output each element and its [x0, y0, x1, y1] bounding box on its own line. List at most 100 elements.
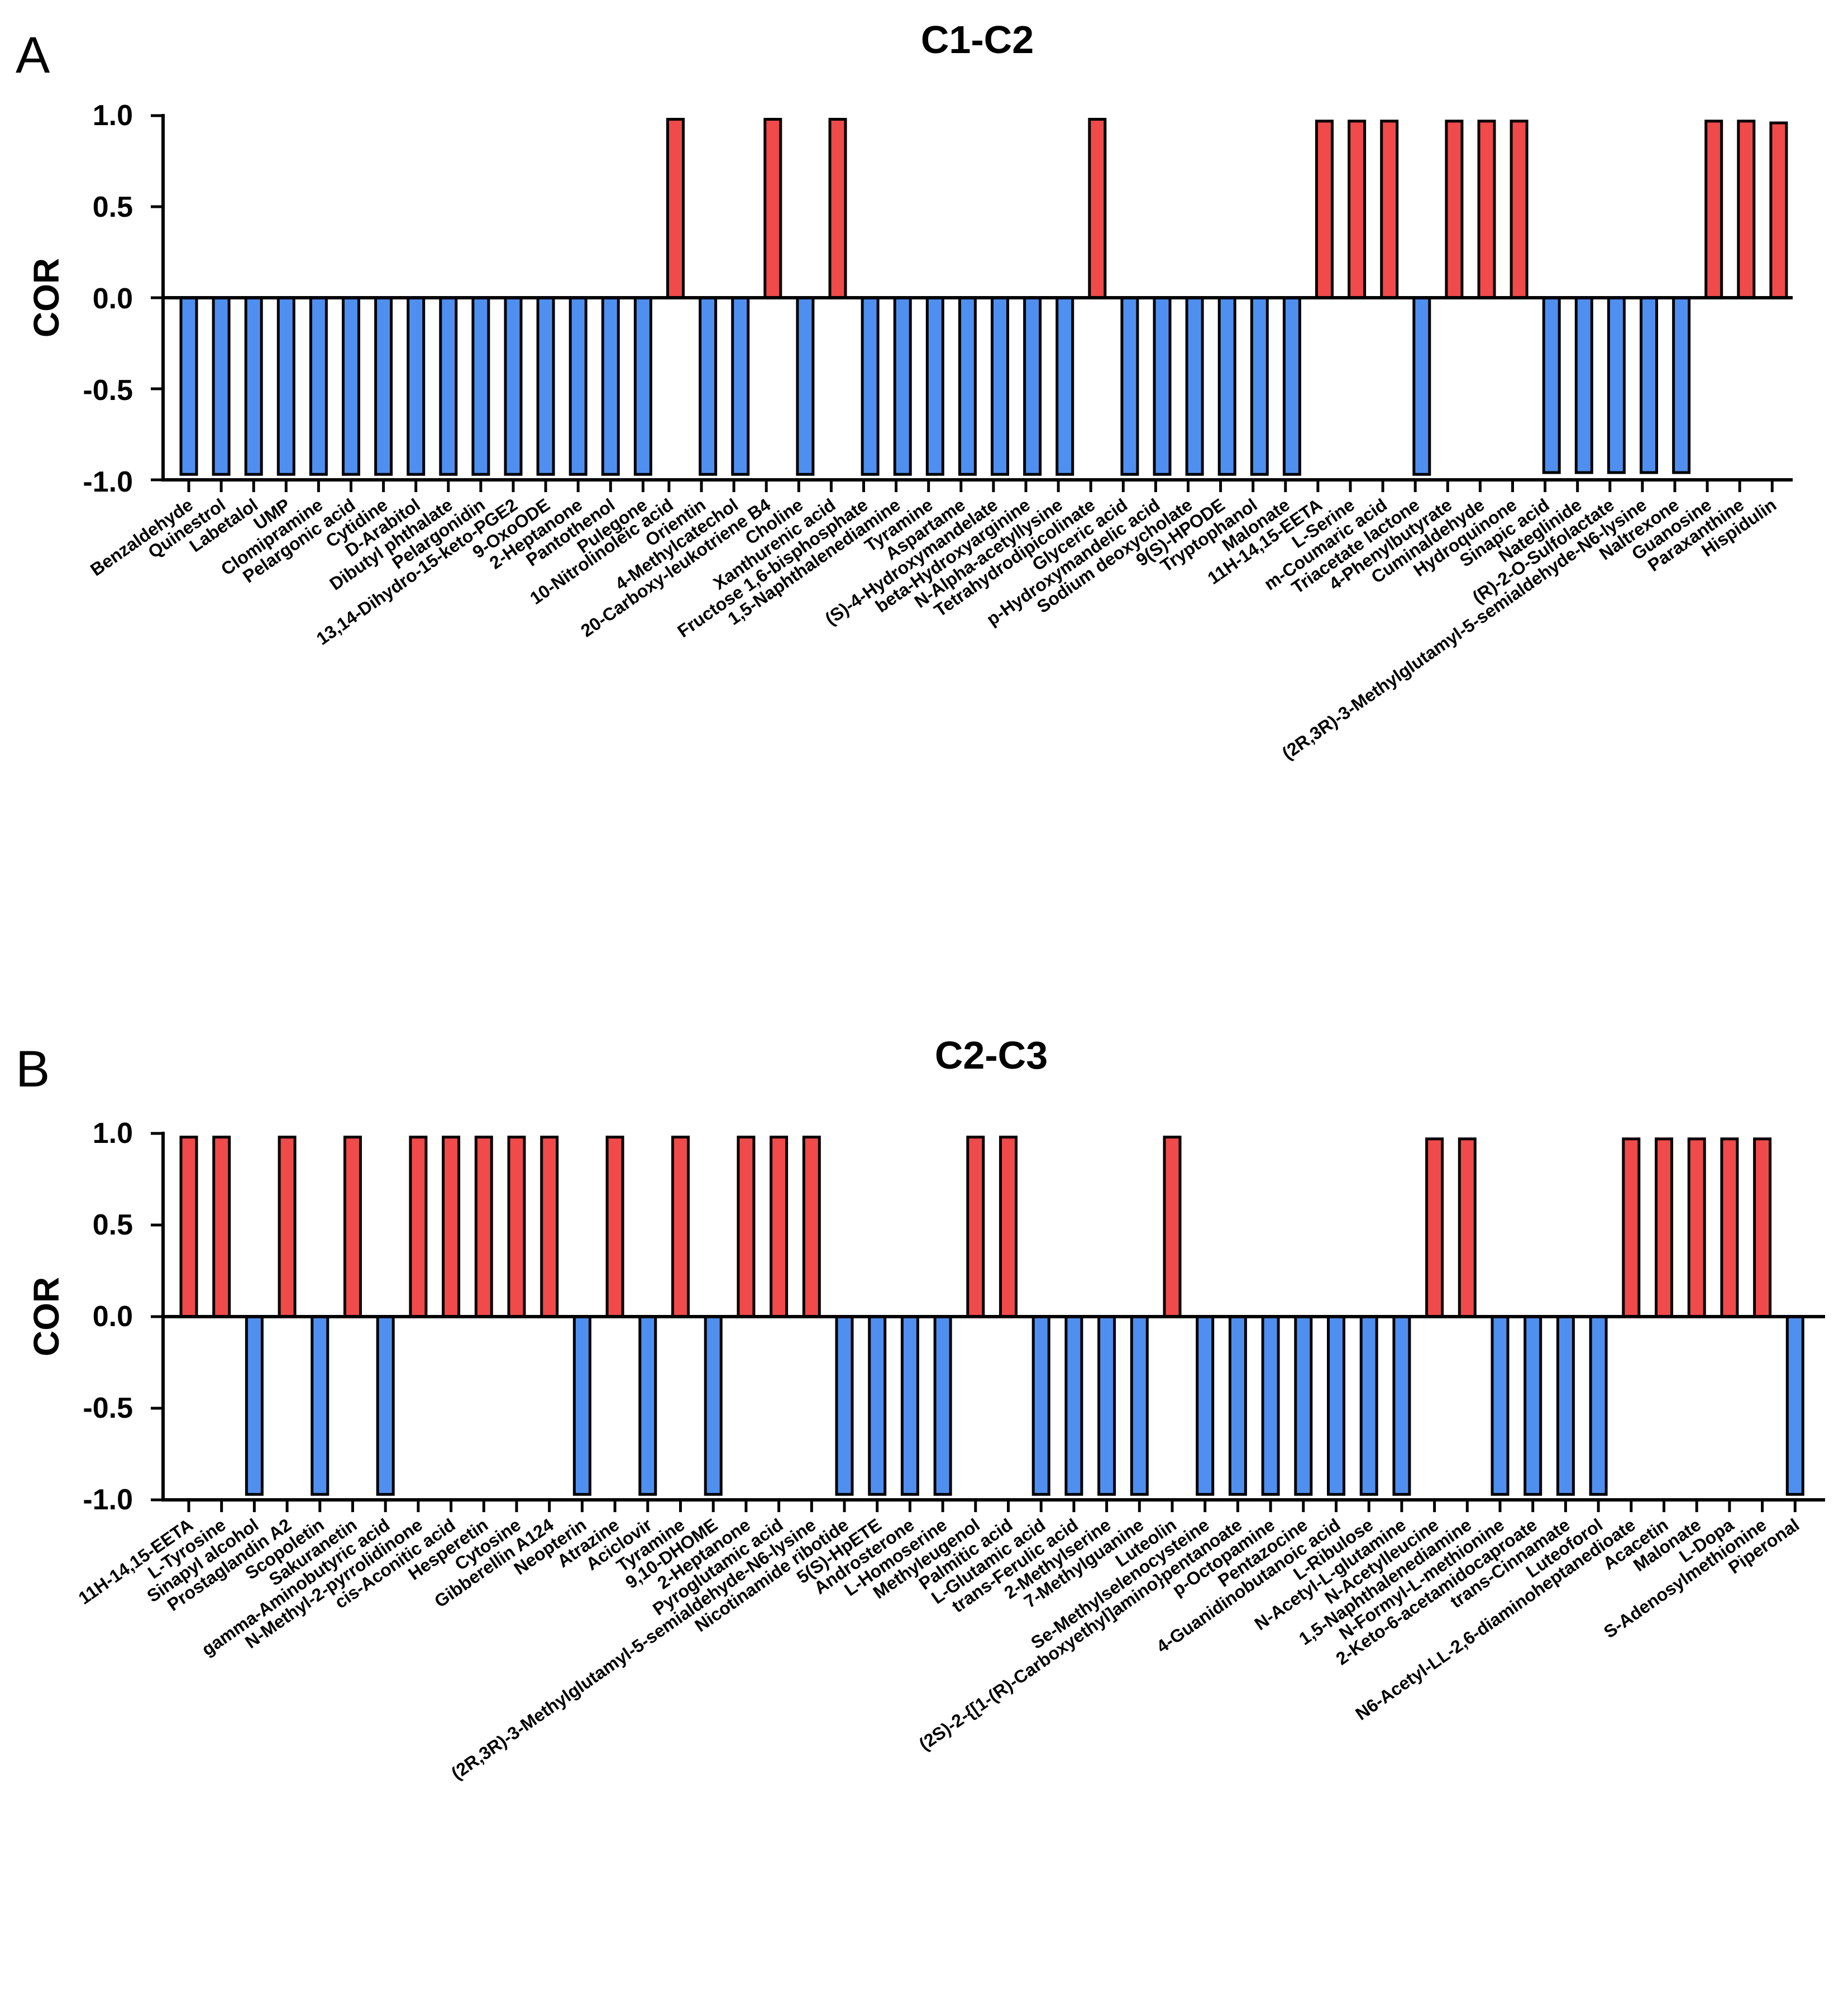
bar-negative	[471, 296, 490, 476]
axes-a	[151, 114, 1793, 482]
bar-positive	[278, 1136, 297, 1318]
bar-positive	[666, 118, 685, 299]
bar-negative	[536, 296, 555, 476]
bar-negative	[1023, 296, 1042, 476]
panel-b: B C2-C3 COR 1.0 0.5 0.0 -0.5 -1.0 11H-14…	[16, 1033, 1825, 1784]
bar-positive	[1163, 1136, 1182, 1318]
bar-positive	[1458, 1137, 1477, 1318]
bar-positive	[1380, 120, 1399, 299]
bar-positive	[737, 1136, 756, 1318]
bar-negative	[1491, 1315, 1510, 1496]
y-tick-label: 1.0	[93, 1117, 133, 1150]
y-axis-label-b: COR	[26, 1277, 66, 1356]
bar-negative	[868, 1315, 887, 1496]
bar-negative	[376, 1315, 395, 1496]
bar-negative	[601, 296, 620, 476]
bar-negative	[1055, 296, 1074, 476]
bar-positive	[770, 1136, 789, 1318]
y-tick-label: 0.0	[93, 1300, 133, 1333]
bar-positive	[1510, 120, 1529, 299]
bar-negative	[1672, 296, 1691, 474]
bar-negative	[958, 296, 977, 476]
bar-positive	[1687, 1137, 1706, 1318]
bar-negative	[1261, 1315, 1280, 1496]
bar-negative	[245, 1315, 264, 1496]
bar-negative	[1031, 1315, 1050, 1496]
bar-negative	[1282, 296, 1301, 476]
bar-negative	[1359, 1315, 1378, 1496]
bar-positive	[507, 1136, 526, 1318]
bar-negative	[212, 296, 231, 476]
bar-positive	[999, 1136, 1018, 1318]
bar-negative	[1574, 296, 1593, 474]
bar-negative	[1556, 1315, 1575, 1496]
bar-negative	[1228, 1315, 1247, 1496]
y-ticks-a: 1.0 0.5 0.0 -0.5 -1.0	[83, 99, 133, 498]
bar-negative	[1097, 1315, 1116, 1496]
bar-negative	[1523, 1315, 1542, 1496]
bar-negative	[1185, 296, 1204, 476]
bar-positive	[442, 1136, 461, 1318]
bar-negative	[1196, 1315, 1215, 1496]
bar-positive	[671, 1136, 690, 1318]
bar-negative	[1542, 296, 1561, 474]
bar-positive	[1088, 118, 1107, 299]
y-tick-label: 0.5	[93, 1209, 133, 1241]
y-axis-label-a: COR	[26, 258, 66, 337]
bar-negative	[1640, 296, 1658, 474]
bar-negative	[704, 1315, 723, 1496]
bar-negative	[1327, 1315, 1345, 1496]
bars-b	[179, 1136, 1804, 1496]
bar-negative	[439, 296, 458, 476]
bar-negative	[179, 296, 198, 476]
bar-negative	[1217, 296, 1236, 476]
panel-letter-b: B	[16, 1041, 50, 1098]
bar-negative	[933, 1315, 952, 1496]
bar-positive	[212, 1136, 231, 1318]
bar-negative	[699, 296, 718, 476]
bar-negative	[309, 296, 328, 476]
bar-negative	[504, 296, 523, 476]
bar-negative	[633, 296, 652, 476]
bar-positive	[1477, 120, 1496, 299]
y-tick-label: 0.0	[93, 283, 133, 315]
chart-title-c2-c3: C2-C3	[935, 1033, 1048, 1077]
bar-negative	[861, 296, 880, 476]
bar-positive	[1753, 1137, 1772, 1318]
bar-positive	[1720, 1137, 1739, 1318]
bar-negative	[1120, 296, 1139, 476]
axes-b	[151, 1132, 1825, 1502]
bar-positive	[1769, 121, 1788, 299]
bar-positive	[343, 1136, 362, 1318]
bar-negative	[1130, 1315, 1149, 1496]
bar-negative	[1294, 1315, 1313, 1496]
bar-negative	[244, 296, 263, 476]
bar-negative	[796, 296, 815, 476]
bar-negative	[925, 296, 944, 476]
bar-negative	[276, 296, 295, 476]
bar-positive	[1704, 120, 1723, 299]
x-ticks-a: BenzaldehydeQuinestrolLabetalolUMPClomip…	[87, 480, 1780, 764]
y-tick-label: -1.0	[83, 1484, 133, 1516]
y-tick-label: 1.0	[93, 99, 133, 132]
bar-negative	[342, 296, 360, 476]
bar-negative	[893, 296, 912, 476]
bar-negative	[835, 1315, 854, 1496]
bar-negative	[1392, 1315, 1411, 1496]
bar-negative	[311, 1315, 329, 1496]
bar-positive	[763, 118, 782, 299]
bar-positive	[802, 1136, 821, 1318]
bar-positive	[1425, 1137, 1444, 1318]
bar-negative	[1412, 296, 1431, 476]
bars-a	[179, 118, 1788, 476]
bar-negative	[572, 1315, 591, 1496]
bar-negative	[900, 1315, 919, 1496]
bar-negative	[407, 296, 426, 476]
bar-positive	[1655, 1137, 1673, 1318]
bar-negative	[569, 296, 588, 476]
y-ticks-b: 1.0 0.5 0.0 -0.5 -1.0	[83, 1117, 133, 1516]
bar-positive	[409, 1136, 428, 1318]
bar-positive	[1737, 120, 1756, 299]
